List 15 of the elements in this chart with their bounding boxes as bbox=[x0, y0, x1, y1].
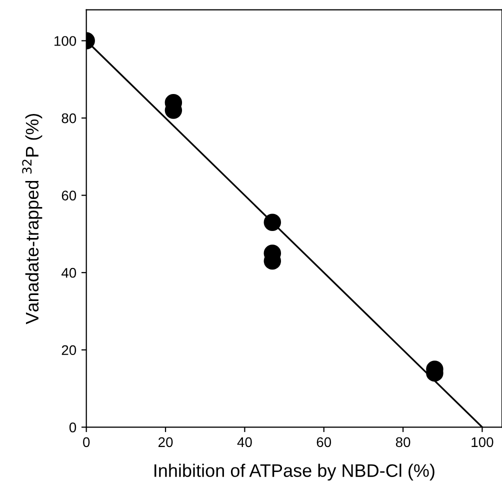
point bbox=[264, 214, 282, 231]
x-tick-label: 20 bbox=[158, 437, 173, 448]
y-tick-label: 60 bbox=[62, 190, 76, 200]
x-tick-label: 80 bbox=[396, 437, 410, 448]
x-tick-label: 0 bbox=[83, 437, 90, 448]
y-axis-title: Vanadate-trapped $^{32}$P (%) bbox=[22, 114, 42, 324]
x-tick-label: 40 bbox=[237, 437, 252, 448]
y-tick-label: 20 bbox=[62, 345, 76, 356]
x-tick-label: 60 bbox=[316, 437, 332, 448]
y-tick-label: 100 bbox=[54, 36, 76, 46]
y-tick-label: 40 bbox=[61, 268, 76, 278]
x-axis-title: Inhibition of ATPase by NBD-Cl (%) bbox=[154, 464, 434, 481]
y-tick-label: 0 bbox=[69, 422, 76, 432]
y-tick-label: 80 bbox=[62, 113, 76, 124]
x-tick-label: 100 bbox=[472, 437, 494, 448]
